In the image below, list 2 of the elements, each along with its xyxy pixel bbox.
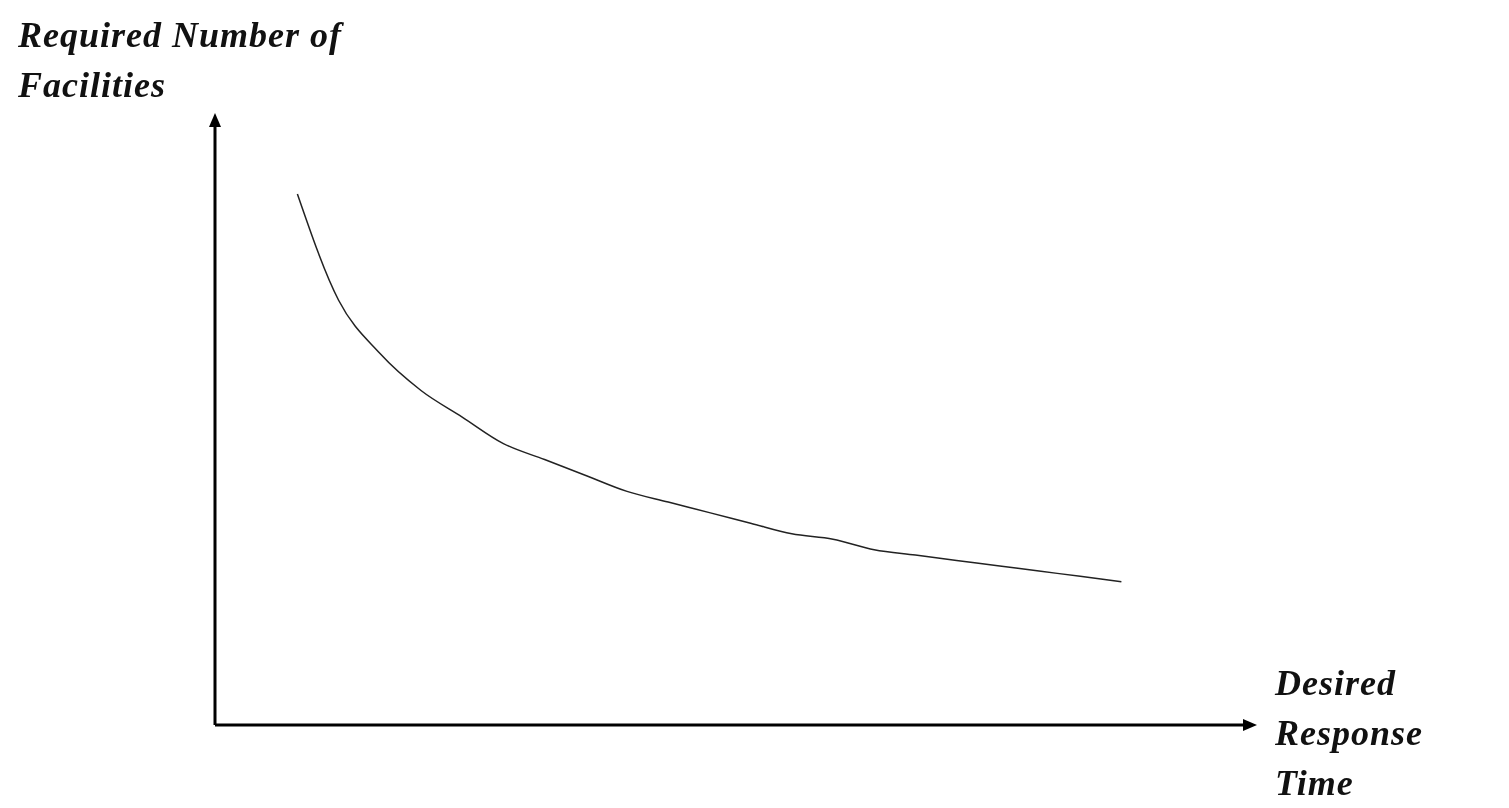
y-axis-title: Required Number of Facilities: [18, 14, 345, 107]
x-axis-title: Desired Response Time: [1275, 662, 1424, 805]
